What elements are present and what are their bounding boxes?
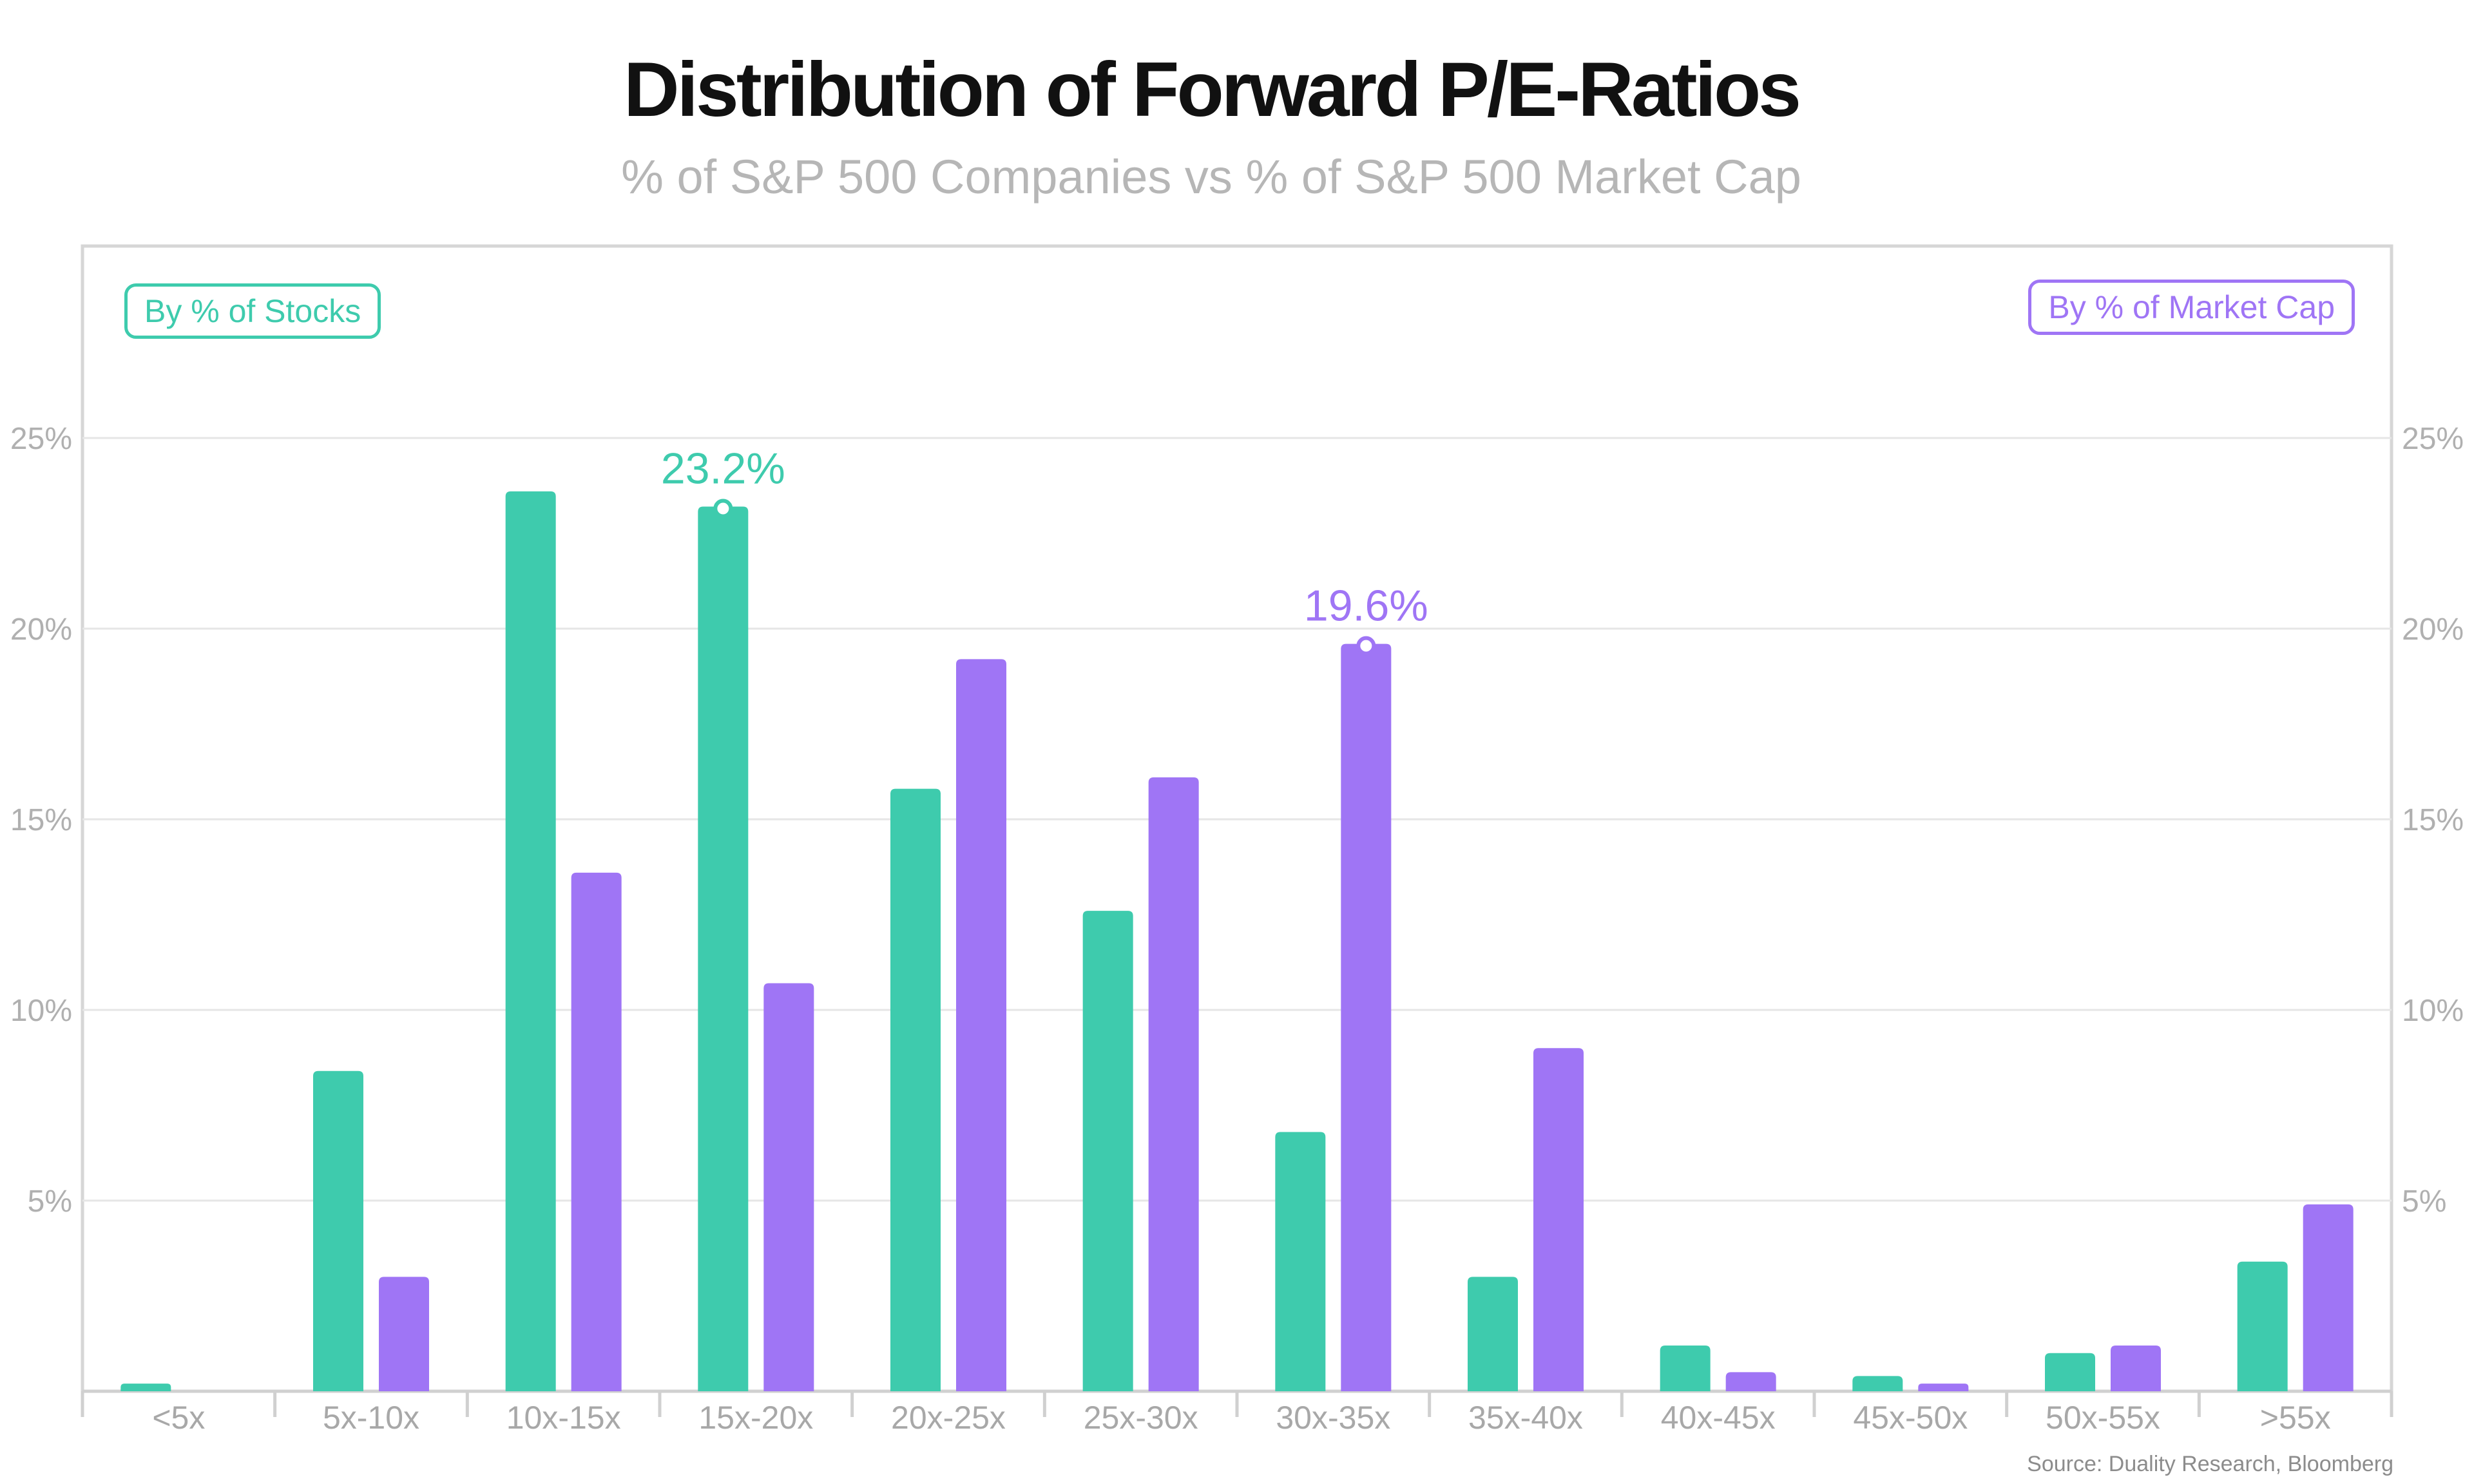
bar-stocks-4 [890, 788, 941, 1391]
bar-market-cap-1 [379, 1277, 429, 1391]
peak-marker [713, 499, 733, 518]
plot-frame [81, 244, 2393, 1417]
y-tick-label-left: 10% [10, 994, 72, 1028]
peak-label: 23.2% [661, 444, 785, 493]
bar-stocks-7 [1468, 1277, 1518, 1391]
x-tick-label: 35x-40x [1468, 1400, 1583, 1436]
chart-subtitle: % of S&P 500 Companies vs % of S&P 500 M… [621, 150, 1801, 204]
y-tick-label-right: 5% [2402, 1184, 2446, 1219]
x-tick-label: >55x [2260, 1400, 2331, 1436]
legend-market-cap: By % of Market Cap [2028, 280, 2355, 335]
bar-stocks-10 [2045, 1353, 2095, 1391]
peak-marker [1356, 636, 1376, 656]
bar-market-cap-3 [763, 983, 814, 1391]
chart-title: Distribution of Forward P/E-Ratios [623, 46, 1801, 133]
x-tick-label: 40x-45x [1661, 1400, 1776, 1436]
y-tick-label-right: 15% [2402, 803, 2464, 837]
y-tick-label-right: 20% [2402, 613, 2464, 647]
x-tick-label: 20x-25x [891, 1400, 1006, 1436]
bar-stocks-9 [1852, 1376, 1903, 1391]
bar-market-cap-9 [1918, 1384, 1969, 1391]
x-tick-label: 5x-10x [323, 1400, 419, 1436]
y-tick-label-left: 20% [10, 613, 72, 647]
x-tick-label: 45x-50x [1853, 1400, 1968, 1436]
bar-market-cap-7 [1533, 1048, 1584, 1391]
y-tick-label-right: 10% [2402, 994, 2464, 1028]
bar-market-cap-6 [1341, 643, 1392, 1392]
bar-market-cap-5 [1148, 777, 1199, 1391]
bar-stocks-2 [505, 491, 556, 1391]
x-tick-label: 10x-15x [506, 1400, 621, 1436]
x-tick-label: <5x [152, 1400, 205, 1436]
y-tick-label-left: 15% [10, 803, 72, 837]
y-tick-label-left: 25% [10, 422, 72, 456]
legend-stocks: By % of Stocks [124, 283, 381, 339]
peak-label: 19.6% [1304, 582, 1428, 631]
bar-market-cap-10 [2111, 1345, 2161, 1391]
bar-market-cap-2 [571, 872, 622, 1391]
bar-market-cap-8 [1725, 1372, 1776, 1391]
bar-stocks-8 [1660, 1345, 1711, 1391]
x-tick-label: 50x-55x [2046, 1400, 2160, 1436]
bar-stocks-1 [313, 1070, 363, 1391]
x-tick-label: 25x-30x [1084, 1400, 1198, 1436]
bar-stocks-5 [1082, 911, 1133, 1391]
bar-stocks-0 [120, 1384, 171, 1391]
x-tick-label: 30x-35x [1276, 1400, 1390, 1436]
bar-market-cap-11 [2303, 1204, 2354, 1391]
source-note: Source: Duality Research, Bloomberg [2027, 1452, 2393, 1476]
y-tick-label-right: 25% [2402, 422, 2464, 456]
bar-stocks-6 [1275, 1132, 1326, 1391]
bar-market-cap-4 [956, 659, 1006, 1391]
bar-stocks-11 [2237, 1261, 2288, 1391]
x-tick-label: 15x-20x [698, 1400, 813, 1436]
y-tick-label-left: 5% [28, 1184, 72, 1219]
bar-stocks-3 [698, 506, 749, 1391]
